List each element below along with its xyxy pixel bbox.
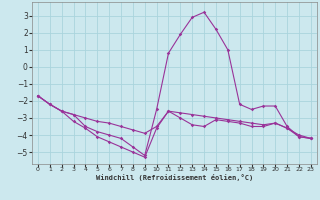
X-axis label: Windchill (Refroidissement éolien,°C): Windchill (Refroidissement éolien,°C) <box>96 174 253 181</box>
